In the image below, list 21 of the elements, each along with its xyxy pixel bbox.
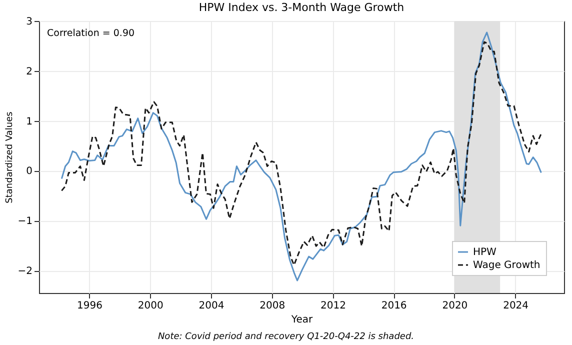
y-axis-title: Standardized Values	[4, 111, 15, 204]
text: Note: Covid period and recovery Q1-20-Q4-22 is shaded.	[156, 332, 416, 343]
y-tick-label: −1	[18, 216, 32, 228]
x-tick-label: 1996	[76, 300, 102, 312]
x-tick-label: 2020	[442, 300, 468, 312]
x-tick-label: 2016	[381, 300, 407, 312]
x-tick-label: 2012	[320, 300, 346, 312]
legend-label: HPW	[473, 247, 497, 258]
x-axis-title: Year	[290, 314, 314, 326]
annotation: Correlation = 0.90	[47, 28, 135, 39]
chart-title: HPW Index vs. 3-Month Wage Growth	[198, 1, 404, 14]
y-tick-label: 2	[26, 66, 32, 78]
x-tick-label: 2000	[138, 300, 164, 312]
x-tick-label: 2024	[503, 300, 529, 312]
y-tick-label: −2	[18, 266, 32, 278]
x-tick-label: 2004	[198, 300, 224, 312]
y-tick-label: 3	[26, 16, 32, 28]
y-tick-label: 0	[26, 166, 32, 178]
x-tick-label: 2008	[260, 300, 286, 312]
y-tick-label: 1	[26, 116, 32, 128]
legend-label: Wage Growth	[473, 260, 540, 271]
